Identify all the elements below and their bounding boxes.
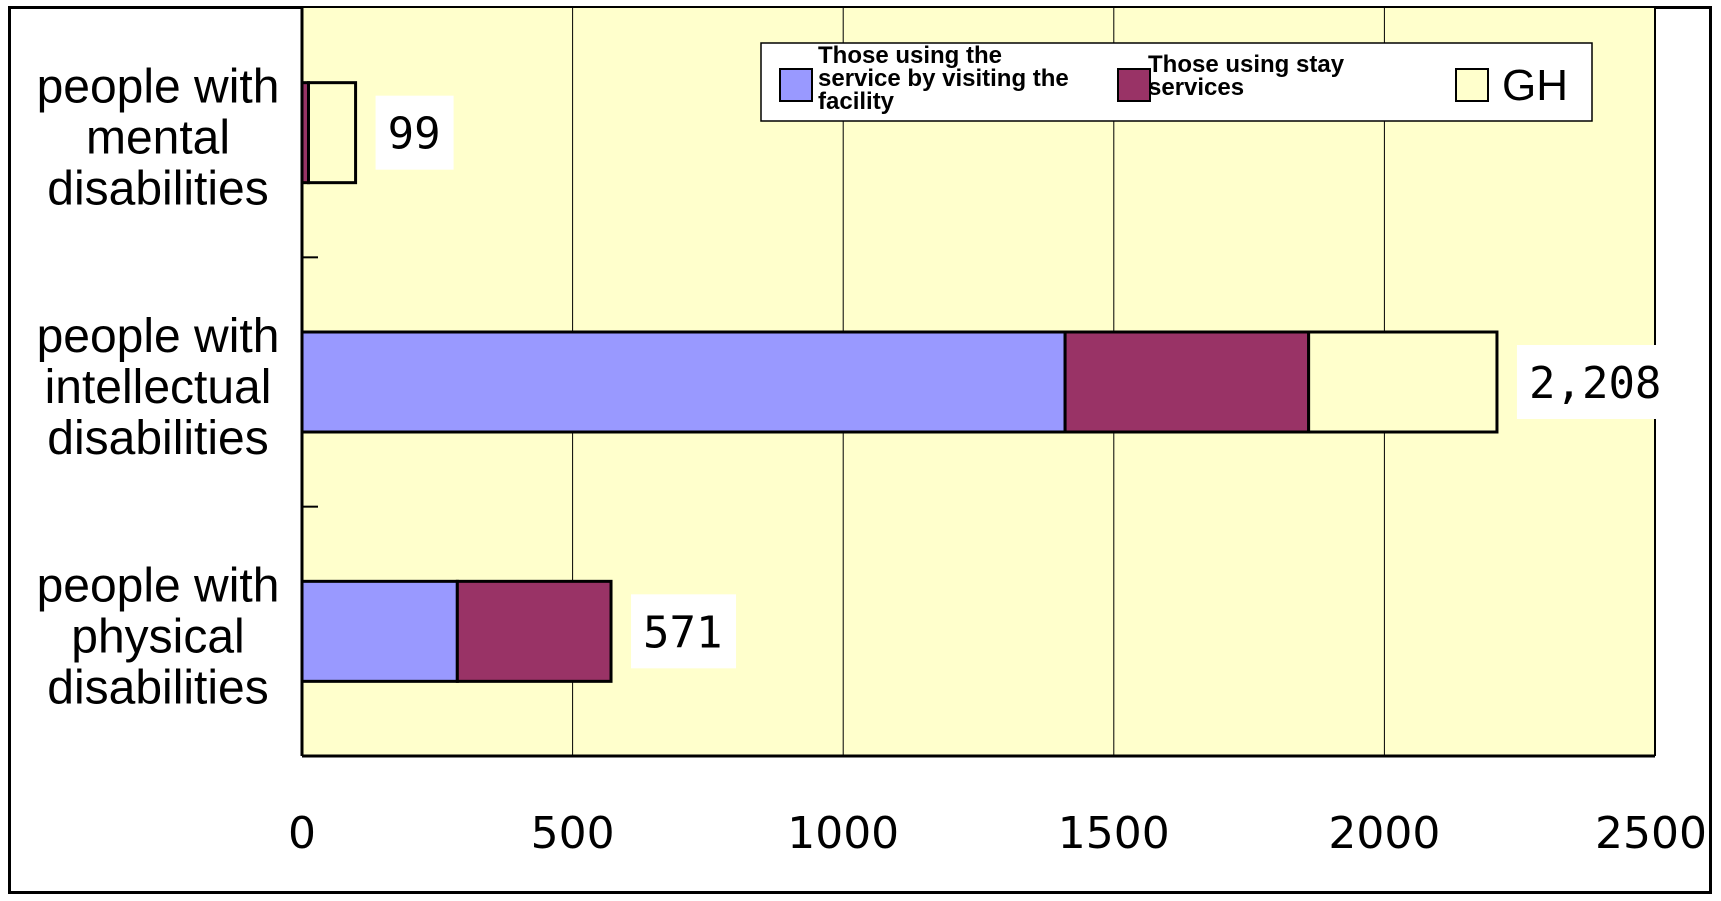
x-tick-label: 1500 bbox=[1058, 808, 1170, 859]
category-label: physical bbox=[71, 610, 244, 663]
bar-segment bbox=[1063, 330, 1311, 434]
data-label: 571 bbox=[643, 607, 722, 658]
legend-label: services bbox=[1148, 74, 1244, 101]
legend-label: Those using stay bbox=[1148, 51, 1345, 78]
bar-segment bbox=[455, 579, 613, 683]
legend-label: facility bbox=[818, 88, 895, 115]
data-labels: 99 2,208 571 bbox=[375, 95, 1676, 669]
category-label: people with bbox=[37, 310, 280, 363]
category-label: disabilities bbox=[47, 412, 268, 465]
category-label: mental bbox=[86, 112, 230, 165]
x-tick-labels: 0 500 1000 1500 2000 2500 bbox=[288, 808, 1707, 859]
category-label: people with bbox=[37, 61, 280, 114]
legend-swatch bbox=[1455, 68, 1489, 102]
bar-segment bbox=[300, 330, 1067, 434]
category-label: intellectual bbox=[45, 361, 272, 414]
data-label: 2,208 bbox=[1529, 358, 1661, 409]
bar-segment bbox=[1307, 330, 1499, 434]
x-tick-label: 2500 bbox=[1595, 808, 1707, 859]
bar-segment bbox=[300, 579, 459, 683]
category-label: disabilities bbox=[47, 661, 268, 714]
x-tick-label: 500 bbox=[531, 808, 615, 859]
category-label: people with bbox=[37, 559, 280, 612]
category-label: disabilities bbox=[47, 163, 268, 216]
data-label-box bbox=[631, 594, 737, 669]
legend-swatch bbox=[779, 68, 813, 102]
x-tick-label: 2000 bbox=[1328, 808, 1440, 859]
data-label-box bbox=[375, 95, 454, 170]
x-tick-label: 1000 bbox=[787, 808, 899, 859]
legend-label: GH bbox=[1502, 61, 1568, 110]
data-label-box bbox=[1516, 345, 1676, 419]
legend-box bbox=[760, 42, 1593, 122]
data-label: 99 bbox=[388, 109, 441, 160]
bar-segment bbox=[306, 81, 358, 185]
bars bbox=[300, 81, 1499, 683]
legend-label: service by visiting the bbox=[818, 65, 1069, 92]
x-tick-label: 0 bbox=[288, 808, 316, 859]
legend-label: Those using the bbox=[818, 42, 1002, 69]
legend-swatch bbox=[1117, 68, 1151, 102]
